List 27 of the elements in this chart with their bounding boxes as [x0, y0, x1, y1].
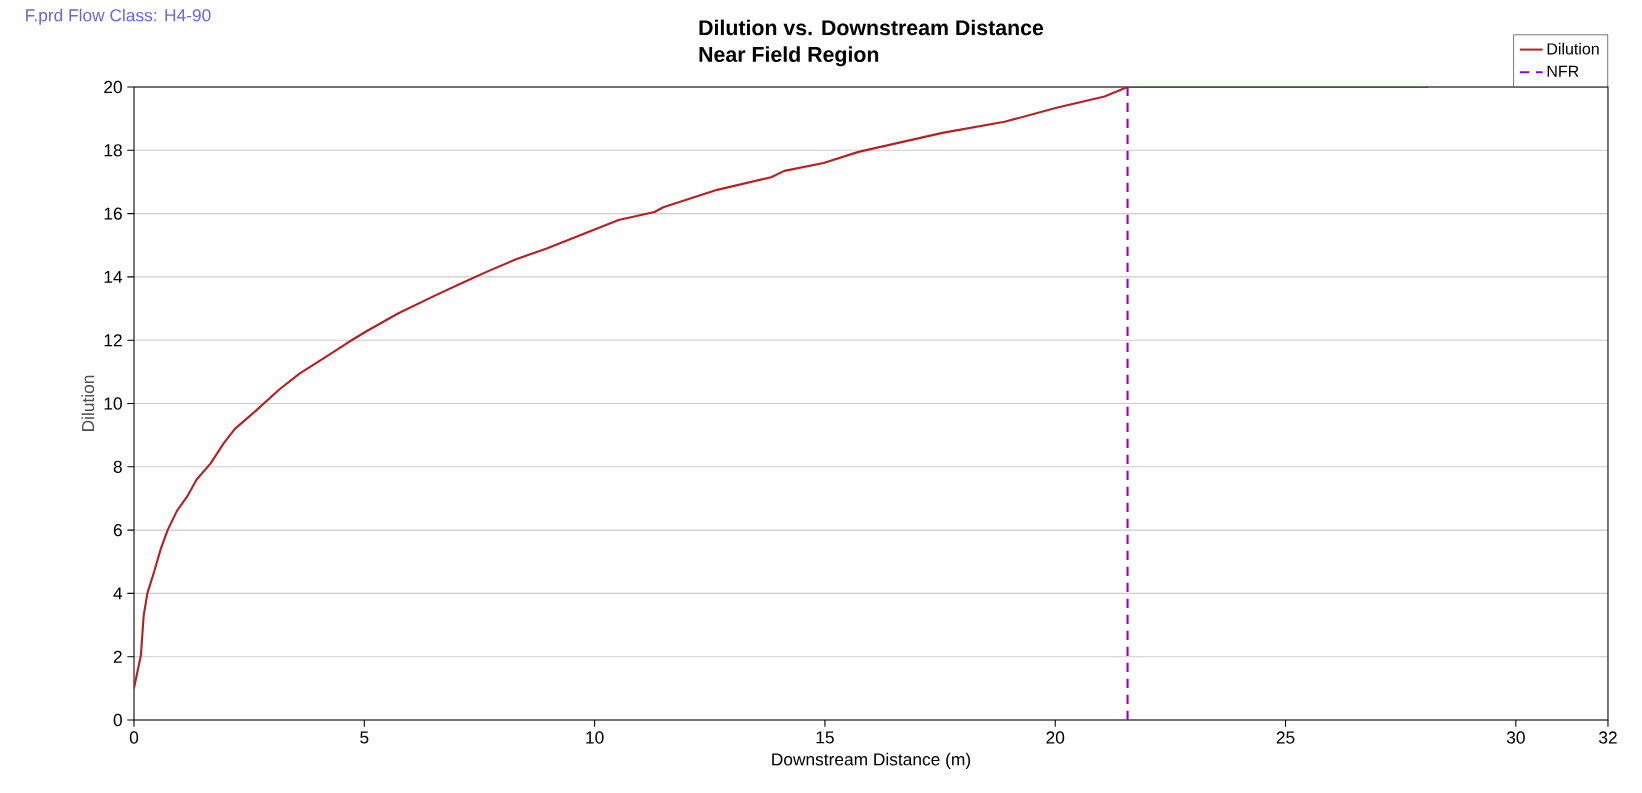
legend-label: Dilution — [1547, 42, 1599, 55]
chart-subtitle: Near Field Region — [699, 46, 879, 67]
y-tick-label: 18 — [104, 144, 122, 157]
y-tick-label: 10 — [104, 397, 122, 410]
y-tick-label: 6 — [113, 523, 122, 537]
x-tick-label: 10 — [586, 731, 604, 744]
x-tick-label: 5 — [360, 731, 369, 744]
y-tick-label: 14 — [104, 270, 123, 283]
y-tick-label: 12 — [104, 334, 122, 347]
x-tick-label: 30 — [1506, 731, 1525, 744]
x-tick-label: 32 — [1599, 731, 1617, 744]
y-axis-title: Dilution — [81, 375, 95, 431]
y-tick-label: 16 — [104, 207, 122, 220]
y-tick-label: 4 — [113, 587, 123, 600]
y-tick-label: 8 — [113, 460, 122, 473]
y-tick-label: 0 — [113, 713, 122, 727]
x-tick-label: 15 — [816, 731, 834, 744]
x-axis-title: Downstream Distance (m) — [772, 752, 971, 769]
x-tick-label: 25 — [1276, 731, 1295, 744]
y-tick-label: 20 — [104, 80, 122, 94]
legend-label: NFR — [1547, 65, 1579, 77]
y-tick-label: 2 — [113, 650, 122, 663]
x-tick-label: 0 — [129, 731, 139, 744]
text: F.prd Flow Class: H4-90 — [26, 8, 211, 25]
chart-title: Dilution vs. Downstream Distance — [699, 19, 1044, 36]
x-tick-label: 20 — [1046, 731, 1065, 744]
line-series — [134, 86, 1430, 690]
